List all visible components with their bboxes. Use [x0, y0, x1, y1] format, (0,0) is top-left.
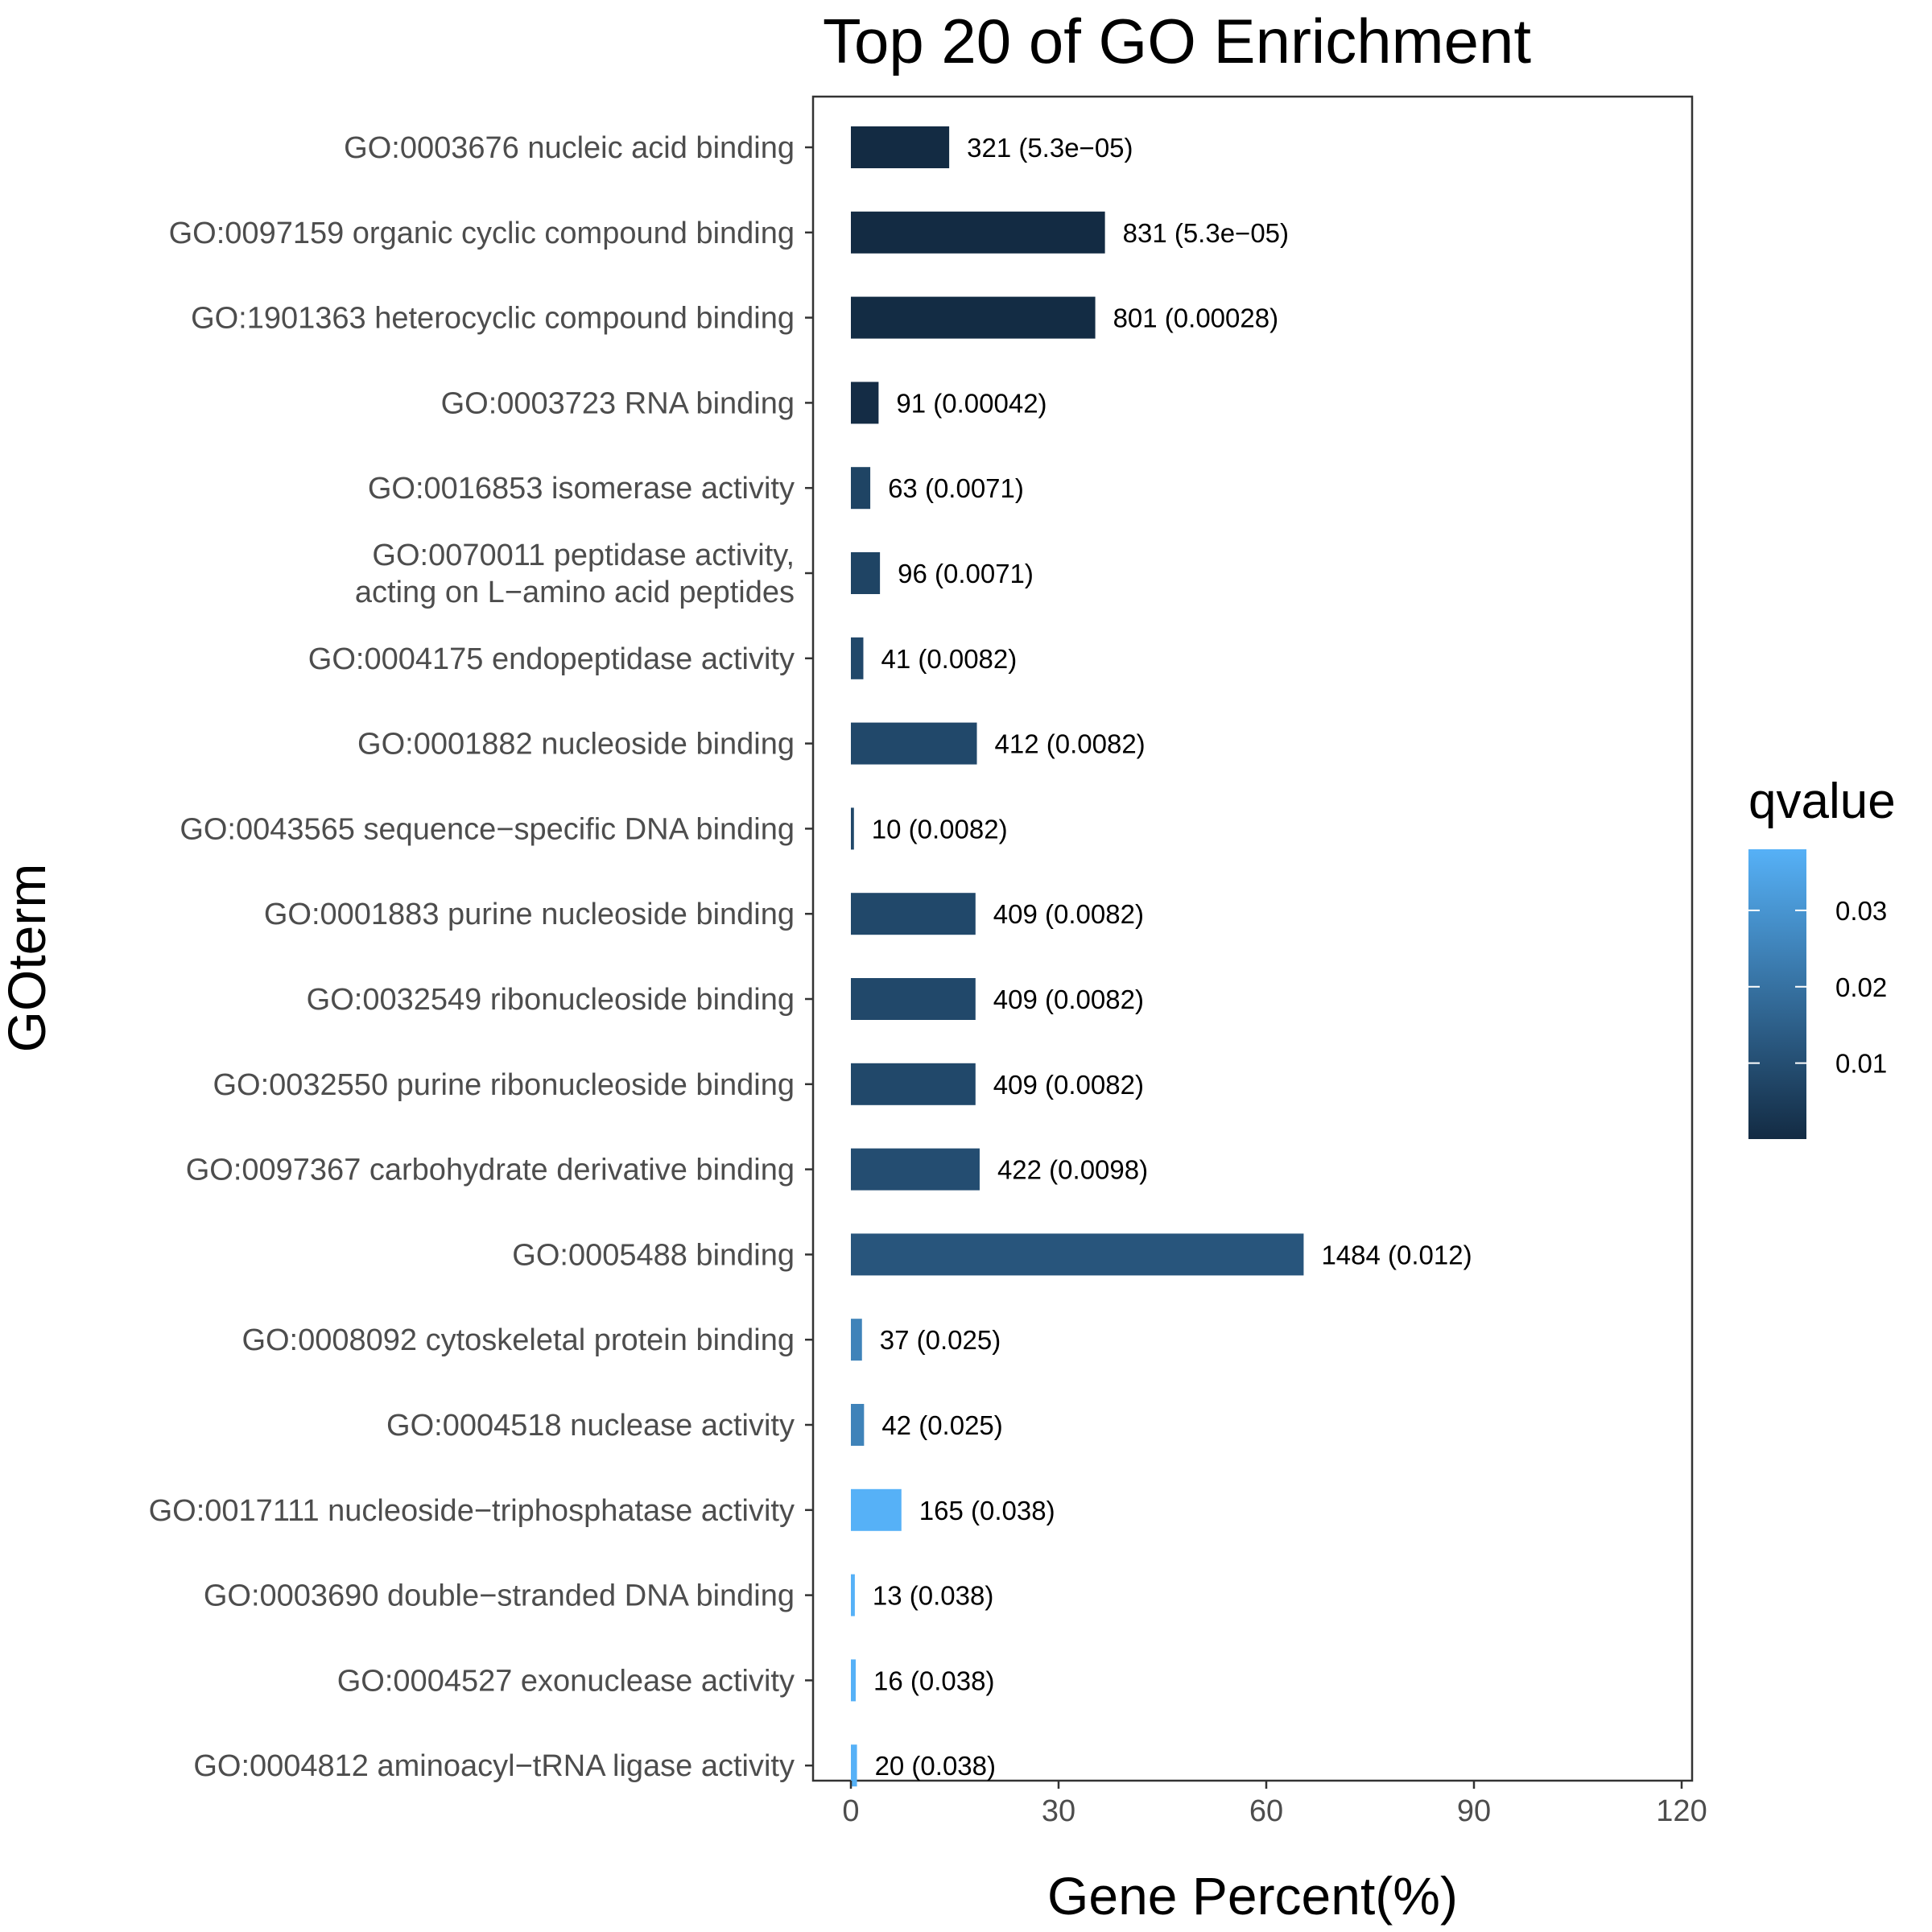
bar-3	[851, 296, 1096, 339]
legend-title: qvalue	[1748, 774, 1896, 829]
bar-11	[851, 978, 976, 1020]
bar-14	[851, 1233, 1304, 1276]
bar-6	[851, 552, 881, 594]
category-label-5: GO:0016853 isomerase activity	[368, 472, 795, 506]
category-label-6-line-2: acting on L−amino acid peptides	[355, 576, 795, 609]
bar-2	[851, 211, 1105, 254]
category-label-3: GO:1901363 heterocyclic compound binding	[191, 302, 795, 336]
category-label-1: GO:0003676 nucleic acid binding	[344, 131, 795, 165]
bar-label-11: 409 (0.0082)	[993, 985, 1144, 1014]
category-label-6-line-1: GO:0070011 peptidase activity,	[372, 539, 795, 572]
category-label-17: GO:0017111 nucleoside−triphosphatase act…	[149, 1494, 795, 1528]
category-label-7: GO:0004175 endopeptidase activity	[308, 642, 795, 676]
bar-label-5: 63 (0.0071)	[888, 473, 1024, 503]
category-label-13: GO:0097367 carbohydrate derivative bindi…	[186, 1154, 795, 1187]
bar-label-7: 41 (0.0082)	[881, 644, 1017, 674]
category-label-11: GO:0032549 ribonucleoside binding	[307, 983, 795, 1017]
category-label-18: GO:0003690 double−stranded DNA binding	[204, 1579, 795, 1613]
x-axis: 0 30 60 90 120	[842, 1781, 1707, 1828]
bar-label-14: 1484 (0.012)	[1321, 1240, 1472, 1269]
bar-label-3: 801 (0.00028)	[1113, 303, 1279, 333]
bar-label-19: 16 (0.038)	[873, 1666, 994, 1695]
bar-label-20: 20 (0.038)	[875, 1751, 996, 1781]
bar-17	[851, 1488, 902, 1531]
bars-layer: 321 (5.3e−05) 831 (5.3e−05) 801 (0.00028) 9…	[851, 126, 1472, 1787]
category-label-4: GO:0003723 RNA binding	[441, 386, 795, 420]
bar-label-15: 37 (0.025)	[880, 1325, 1001, 1355]
legend-ticks: 0.01 0.02 0.03	[1748, 896, 1887, 1079]
bar-label-12: 409 (0.0082)	[993, 1070, 1144, 1100]
bar-4	[851, 382, 879, 424]
legend-tick-label-1: 0.01	[1835, 1049, 1887, 1079]
qvalue-legend: qvalue 0.01 0.02 0.03	[1748, 774, 1896, 1139]
category-label-8: GO:0001882 nucleoside binding	[357, 728, 795, 762]
bar-16	[851, 1404, 865, 1446]
bar-10	[851, 893, 976, 935]
x-tick-label-60: 60	[1249, 1794, 1283, 1828]
bar-label-13: 422 (0.0098)	[997, 1155, 1148, 1185]
bar-12	[851, 1063, 976, 1105]
bar-8	[851, 722, 977, 765]
category-label-20: GO:0004812 aminoacyl−tRNA ligase activit…	[193, 1749, 795, 1783]
x-tick-label-120: 120	[1656, 1794, 1707, 1828]
x-tick-label-30: 30	[1042, 1794, 1075, 1828]
x-axis-title: Gene Percent(%)	[1047, 1866, 1458, 1926]
bar-label-16: 42 (0.025)	[881, 1410, 1002, 1440]
category-label-14: GO:0005488 binding	[512, 1238, 795, 1272]
category-label-2: GO:0097159 organic cyclic compound bindi…	[169, 217, 795, 250]
bar-label-18: 13 (0.038)	[873, 1581, 993, 1611]
bar-9	[851, 807, 854, 850]
category-label-9: GO:0043565 sequence−specific DNA binding	[180, 812, 795, 846]
bar-label-6: 96 (0.0071)	[898, 559, 1034, 588]
bar-label-4: 91 (0.00042)	[896, 388, 1046, 418]
bar-13	[851, 1148, 980, 1191]
bar-label-17: 165 (0.038)	[919, 1496, 1055, 1525]
bar-label-10: 409 (0.0082)	[993, 899, 1144, 929]
category-label-10: GO:0001883 purine nucleoside binding	[264, 898, 795, 931]
legend-tick-label-3: 0.03	[1835, 896, 1887, 926]
category-label-12: GO:0032550 purine ribonucleoside binding	[213, 1068, 795, 1102]
bar-19	[851, 1659, 857, 1702]
bar-label-1: 321 (5.3e−05)	[967, 133, 1133, 163]
x-tick-label-90: 90	[1457, 1794, 1491, 1828]
bar-label-2: 831 (5.3e−05)	[1123, 218, 1289, 248]
category-labels-layer: GO:0003676 nucleic acid binding GO:009715…	[149, 131, 813, 1783]
legend-colorbar	[1748, 849, 1806, 1139]
bar-18	[851, 1574, 855, 1616]
bar-7	[851, 637, 864, 679]
bar-5	[851, 467, 871, 510]
category-label-15: GO:0008092 cytoskeletal protein binding	[242, 1323, 795, 1357]
category-label-16: GO:0004518 nuclease activity	[386, 1409, 795, 1443]
category-label-19: GO:0004527 exonuclease activity	[337, 1664, 795, 1698]
plot-panel	[811, 95, 1694, 1782]
y-axis-title: GOterm	[0, 864, 56, 1053]
chart-title: Top 20 of GO Enrichment	[823, 6, 1531, 76]
bar-15	[851, 1319, 862, 1361]
bar-label-8: 412 (0.0082)	[995, 729, 1146, 759]
x-tick-label-0: 0	[842, 1794, 859, 1828]
legend-tick-label-2: 0.02	[1835, 972, 1887, 1002]
bar-1	[851, 126, 950, 168]
bar-label-9: 10 (0.0082)	[872, 814, 1008, 844]
bar-20	[851, 1744, 857, 1787]
